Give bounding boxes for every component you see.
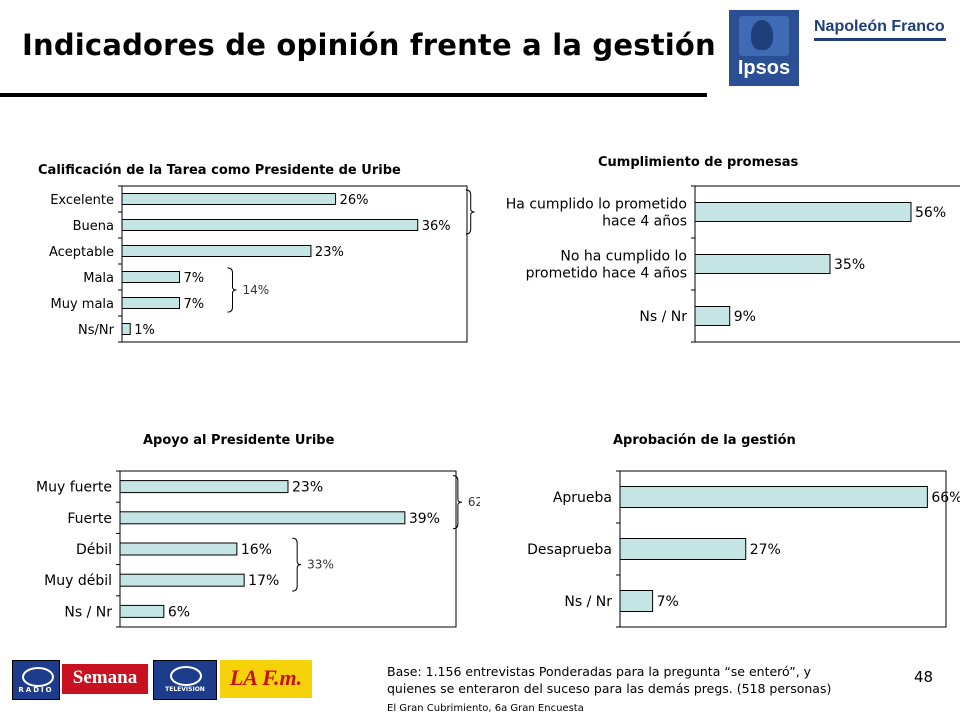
- rcn-tv-logo: TELEVISION: [153, 660, 217, 700]
- bar-2: [694, 306, 731, 326]
- bar-3: [119, 573, 245, 587]
- bar-1: [119, 511, 406, 525]
- data-label-0: 56%: [915, 205, 946, 221]
- chart-4-title: Aprobación de la gestión: [613, 433, 796, 448]
- group-brace-1: [227, 267, 237, 313]
- bar-0: [694, 202, 912, 222]
- page-number: 48: [914, 668, 934, 686]
- category-label-4: Muy mala: [51, 297, 115, 312]
- category-label-4: Ns / Nr: [64, 604, 112, 620]
- group-brace-0: [465, 189, 475, 235]
- bar-5: [121, 323, 131, 335]
- bar-4: [119, 604, 165, 618]
- title-divider: [0, 93, 707, 97]
- bar-2: [619, 590, 654, 612]
- category-label-0: hace 4 años: [602, 214, 687, 230]
- group-label-1: 33%: [307, 558, 334, 572]
- ipsos-logo-text: Ipsos: [737, 57, 791, 79]
- category-label-2: Ns / Nr: [639, 309, 687, 325]
- data-label-1: 35%: [834, 257, 865, 273]
- la-fm-logo: LA F.m.: [220, 660, 312, 698]
- category-label-2: Ns / Nr: [564, 594, 612, 610]
- group-brace-1: [292, 537, 302, 592]
- rcn-tv-ring-icon: [170, 666, 202, 686]
- bar-0: [119, 480, 289, 494]
- bar-2: [121, 245, 312, 257]
- data-label-3: 7%: [184, 271, 205, 286]
- category-label-1: prometido hace 4 años: [526, 266, 687, 282]
- category-label-1: Fuerte: [67, 511, 112, 527]
- chart-3-title: Apoyo al Presidente Uribe: [143, 433, 335, 448]
- group-label-1: 14%: [243, 283, 270, 297]
- chart-aprobacion: 66% Aprueba 27% Desaprueba 7% Ns / Nr: [527, 470, 960, 628]
- category-label-1: No ha cumplido lo: [560, 249, 687, 265]
- la-fm-text: LA F.m.: [229, 665, 303, 690]
- bar-0: [121, 193, 337, 205]
- category-label-0: Ha cumplido lo prometido: [506, 197, 687, 213]
- category-label-0: Muy fuerte: [36, 480, 112, 496]
- base-note-line-1: Base: 1.156 entrevistas Ponderadas para …: [387, 664, 812, 679]
- data-label-0: 23%: [292, 480, 323, 496]
- base-note-line-2: quienes se enteraron del suceso para las…: [387, 681, 832, 696]
- data-label-4: 7%: [184, 297, 205, 312]
- data-label-1: 36%: [422, 219, 451, 234]
- bar-1: [619, 538, 747, 560]
- napoleon-franco-underline: [814, 38, 946, 41]
- data-label-0: 66%: [931, 490, 960, 506]
- bar-0: [619, 486, 928, 508]
- data-label-1: 39%: [409, 511, 440, 527]
- bar-1: [694, 254, 831, 274]
- footer-base-note: Base: 1.156 entrevistas Ponderadas para …: [387, 663, 907, 697]
- group-brace-0: [452, 475, 462, 530]
- category-label-2: Aceptable: [49, 245, 114, 260]
- data-label-2: 9%: [734, 309, 756, 325]
- data-label-1: 27%: [750, 542, 781, 558]
- semana-text: Semana: [72, 667, 138, 688]
- rcn-radio-text: RADIO: [18, 686, 54, 694]
- ipsos-logo: Ipsos: [729, 10, 799, 86]
- category-label-5: Ns/Nr: [78, 323, 115, 338]
- data-label-3: 17%: [248, 573, 279, 589]
- chart-calificacion: 26% Excelente 36% Buena 23% Aceptable 7% Mala 7%…: [49, 185, 475, 343]
- rcn-radio-logo: RADIO: [12, 660, 60, 700]
- category-label-1: Buena: [73, 219, 114, 234]
- bar-1: [121, 219, 419, 231]
- bar-2: [119, 542, 238, 556]
- data-label-5: 1%: [134, 323, 155, 338]
- plot-frame: [121, 185, 468, 343]
- bar-4: [121, 297, 180, 309]
- page-title: Indicadores de opinión frente a la gesti…: [22, 28, 716, 62]
- category-label-3: Muy débil: [44, 573, 112, 589]
- footer-source: El Gran Cubrimiento, 6a Gran Encuesta: [387, 703, 584, 714]
- rcn-radio-ring-icon: [22, 667, 54, 687]
- data-label-4: 6%: [168, 604, 190, 620]
- category-label-0: Excelente: [50, 193, 114, 208]
- ipsos-logo-face-icon: [751, 20, 773, 50]
- category-label-0: Aprueba: [553, 490, 612, 506]
- bar-3: [121, 271, 180, 283]
- category-label-2: Débil: [76, 542, 112, 558]
- rcn-tv-text: TELEVISION: [165, 686, 205, 693]
- chart-2-title: Cumplimiento de promesas: [598, 155, 799, 170]
- data-label-2: 23%: [315, 245, 344, 260]
- chart-1-title: Calificación de la Tarea como Presidente…: [38, 163, 401, 178]
- chart-apoyo: 23% Muy fuerte 39% Fuerte 16% Débil 17% Muy déb…: [36, 470, 480, 628]
- napoleon-franco-logo: Napoleón Franco: [814, 18, 945, 35]
- semana-logo: Semana: [62, 664, 148, 694]
- category-label-1: Desaprueba: [527, 542, 612, 558]
- group-label-0: 62%: [468, 495, 480, 509]
- data-label-0: 26%: [340, 193, 369, 208]
- category-label-3: Mala: [83, 271, 114, 286]
- data-label-2: 16%: [241, 542, 272, 558]
- data-label-2: 7%: [657, 594, 679, 610]
